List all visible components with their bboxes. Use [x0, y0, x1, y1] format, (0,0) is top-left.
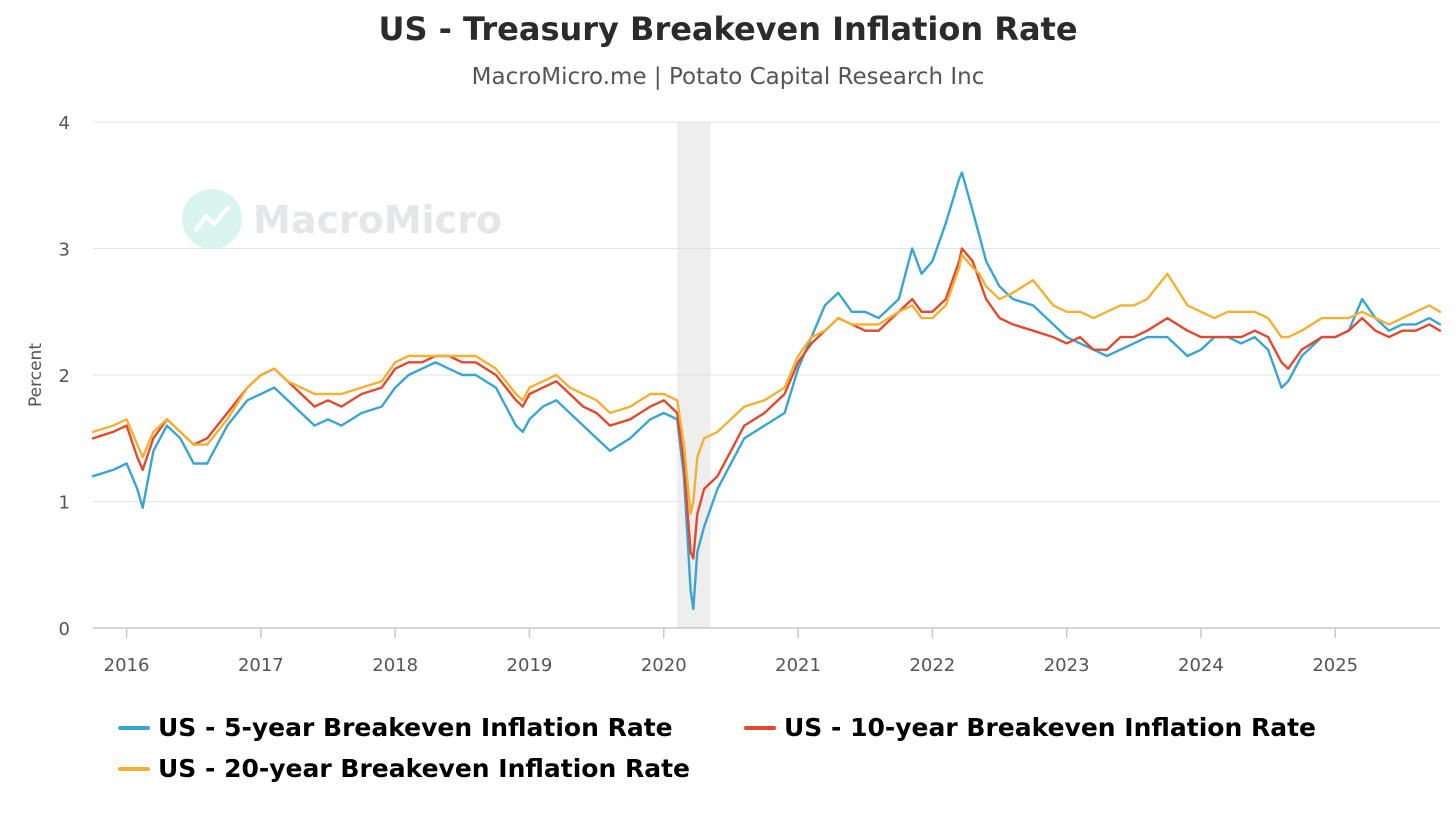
legend-label-5-year: US - 5-year Breakeven Inflation Rate: [158, 713, 673, 742]
x-tick-label-2021: 2021: [775, 655, 821, 676]
line-chart: MacroMicro 0 1 2 3 4 2016 2017 2018 2019 2020 2021 2…: [26, 113, 1442, 676]
y-axis-label: Percent: [26, 343, 46, 407]
chart-title: US - Treasury Breakeven Inflation Rate: [378, 10, 1078, 48]
x-tick-label-2020: 2020: [641, 655, 687, 676]
x-tick-label-2023: 2023: [1044, 655, 1090, 676]
x-tick-label-2025: 2025: [1312, 655, 1358, 676]
watermark-logo-icon: [182, 189, 242, 249]
watermark-logo-mark: [194, 206, 230, 232]
y-tick-label-1: 1: [59, 493, 70, 514]
chart-subtitle: MacroMicro.me | Potato Capital Research …: [471, 64, 985, 90]
x-tick-label-2017: 2017: [238, 655, 284, 676]
legend-swatch-5-year: [118, 725, 150, 730]
y-tick-label-3: 3: [59, 240, 70, 261]
y-tick-label-0: 0: [59, 619, 70, 640]
legend-swatch-20-year: [118, 766, 150, 771]
legend-label-20-year: US - 20-year Breakeven Inflation Rate: [158, 754, 691, 783]
x-tick-label-2016: 2016: [104, 655, 150, 676]
series-line-20-year: [91, 253, 1442, 516]
series-line-10-year: [91, 247, 1442, 560]
y-tick-label-4: 4: [59, 113, 70, 134]
legend-swatch-10-year: [744, 725, 776, 730]
y-tick-label-2: 2: [59, 366, 70, 387]
legend-item-20-year[interactable]: US - 20-year Breakeven Inflation Rate: [118, 754, 690, 783]
x-tick-label-2022: 2022: [909, 655, 955, 676]
legend-item-5-year[interactable]: US - 5-year Breakeven Inflation Rate: [118, 713, 673, 742]
legend-label-10-year: US - 10-year Breakeven Inflation Rate: [784, 713, 1317, 742]
x-tick-label-2019: 2019: [507, 655, 553, 676]
legend-item-10-year[interactable]: US - 10-year Breakeven Inflation Rate: [744, 713, 1316, 742]
x-tick-label-2024: 2024: [1178, 655, 1224, 676]
x-tick-label-2018: 2018: [372, 655, 418, 676]
watermark-text: MacroMicro: [253, 198, 502, 242]
watermark: MacroMicro: [182, 189, 502, 249]
